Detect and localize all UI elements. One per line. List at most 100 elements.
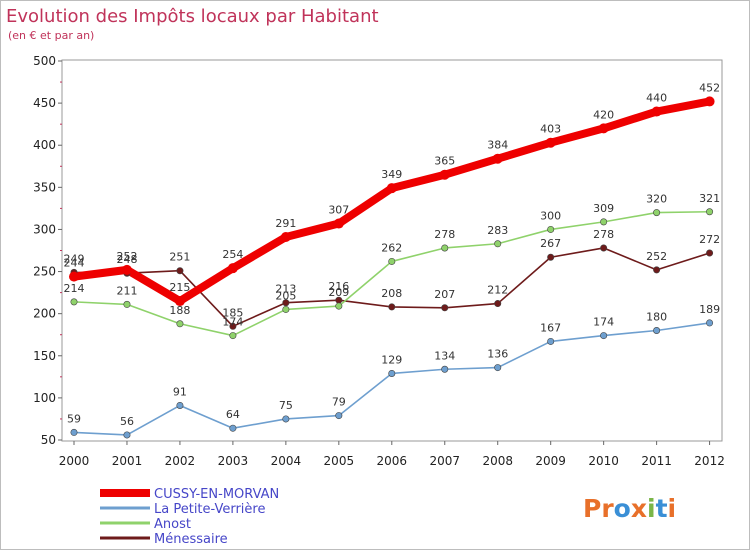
x-tick-label: 2001 bbox=[112, 454, 143, 468]
data-point bbox=[174, 296, 185, 307]
data-label: 174 bbox=[222, 316, 243, 329]
data-point bbox=[547, 225, 555, 233]
data-point bbox=[547, 337, 555, 345]
data-point bbox=[229, 424, 237, 432]
data-point bbox=[176, 320, 184, 328]
data-point bbox=[706, 249, 714, 257]
y-tick-label: 250 bbox=[33, 265, 56, 279]
x-tick-label: 2004 bbox=[271, 454, 302, 468]
legend-label: Ménessaire bbox=[154, 532, 228, 547]
data-point bbox=[335, 412, 343, 420]
logo-letter: o bbox=[614, 494, 631, 523]
x-tick-label: 2002 bbox=[165, 454, 196, 468]
data-point bbox=[439, 169, 450, 180]
data-point bbox=[282, 415, 290, 423]
x-tick-label: 2008 bbox=[482, 454, 513, 468]
x-tick-label: 2007 bbox=[429, 454, 460, 468]
data-point bbox=[69, 271, 79, 282]
x-tick-label: 2009 bbox=[535, 454, 566, 468]
logo-letter: x bbox=[631, 494, 647, 523]
logo-letter: r bbox=[601, 494, 614, 523]
data-point bbox=[492, 153, 503, 164]
data-label: 185 bbox=[222, 306, 243, 319]
data-point bbox=[653, 266, 661, 274]
data-point bbox=[600, 218, 608, 226]
data-label: 180 bbox=[646, 311, 667, 324]
data-label: 174 bbox=[593, 316, 614, 329]
legend-label: Anost bbox=[154, 517, 191, 532]
data-point bbox=[441, 365, 449, 373]
data-point bbox=[706, 319, 714, 327]
data-label: 248 bbox=[116, 253, 137, 266]
data-label: 207 bbox=[434, 288, 455, 301]
data-point bbox=[441, 244, 449, 252]
data-label: 262 bbox=[381, 241, 402, 254]
data-label: 212 bbox=[487, 284, 508, 297]
data-label: 440 bbox=[646, 92, 667, 105]
data-point bbox=[121, 264, 132, 275]
data-label: 211 bbox=[116, 284, 137, 297]
data-point bbox=[229, 332, 237, 340]
data-label: 252 bbox=[116, 250, 137, 263]
data-label: 136 bbox=[487, 348, 508, 361]
legend-label: La Petite-Verrière bbox=[154, 502, 265, 517]
data-label: 208 bbox=[381, 287, 402, 300]
data-label: 216 bbox=[328, 280, 349, 293]
data-label: 215 bbox=[169, 281, 190, 294]
y-tick-label: 400 bbox=[33, 138, 56, 152]
data-label: 79 bbox=[332, 396, 346, 409]
data-point bbox=[547, 253, 555, 261]
data-label: 278 bbox=[593, 228, 614, 241]
data-point bbox=[176, 401, 184, 409]
data-label: 249 bbox=[64, 252, 85, 265]
proxiti-logo: Proxiti bbox=[583, 494, 676, 523]
y-tick-label: 200 bbox=[33, 307, 56, 321]
data-point bbox=[70, 428, 78, 436]
data-label: 75 bbox=[279, 399, 293, 412]
x-tick-label: 2005 bbox=[324, 454, 355, 468]
data-label: 321 bbox=[699, 192, 720, 205]
data-point bbox=[494, 240, 502, 248]
data-point bbox=[123, 431, 131, 439]
data-label: 59 bbox=[67, 412, 81, 425]
data-label: 254 bbox=[222, 248, 243, 261]
data-label: 64 bbox=[226, 408, 240, 421]
data-label: 320 bbox=[646, 193, 667, 206]
data-point bbox=[282, 299, 290, 307]
y-tick-label: 450 bbox=[33, 96, 56, 110]
data-point bbox=[651, 106, 662, 117]
data-point bbox=[598, 123, 609, 134]
data-point bbox=[545, 137, 556, 148]
y-tick-label: 300 bbox=[33, 222, 56, 236]
y-tick-label: 500 bbox=[33, 54, 56, 68]
data-point bbox=[653, 327, 661, 335]
data-label: 205 bbox=[275, 289, 296, 302]
x-tick-label: 2003 bbox=[218, 454, 249, 468]
data-point bbox=[441, 304, 449, 312]
data-point bbox=[494, 300, 502, 308]
x-tick-label: 2000 bbox=[59, 454, 90, 468]
data-label: 188 bbox=[169, 304, 190, 317]
data-point bbox=[386, 183, 397, 194]
y-tick-label: 50 bbox=[41, 433, 56, 447]
data-point bbox=[388, 257, 396, 265]
chart-subtitle: (en € et par an) bbox=[8, 29, 94, 42]
x-tick-label: 2010 bbox=[588, 454, 619, 468]
chart-title: Evolution des Impôts locaux par Habitant bbox=[6, 6, 379, 27]
data-point bbox=[280, 232, 291, 243]
data-label: 309 bbox=[593, 202, 614, 215]
data-label: 134 bbox=[434, 349, 455, 362]
data-label: 307 bbox=[328, 204, 349, 217]
data-label: 291 bbox=[275, 217, 296, 230]
data-label: 452 bbox=[699, 81, 720, 94]
data-label: 349 bbox=[381, 168, 402, 181]
data-label: 267 bbox=[540, 237, 561, 250]
data-label: 213 bbox=[275, 283, 296, 296]
data-point bbox=[653, 209, 661, 217]
data-point bbox=[335, 302, 343, 310]
logo-letter: i bbox=[668, 494, 677, 523]
data-label: 403 bbox=[540, 123, 561, 136]
data-point bbox=[282, 305, 290, 313]
x-tick-label: 2011 bbox=[641, 454, 672, 468]
